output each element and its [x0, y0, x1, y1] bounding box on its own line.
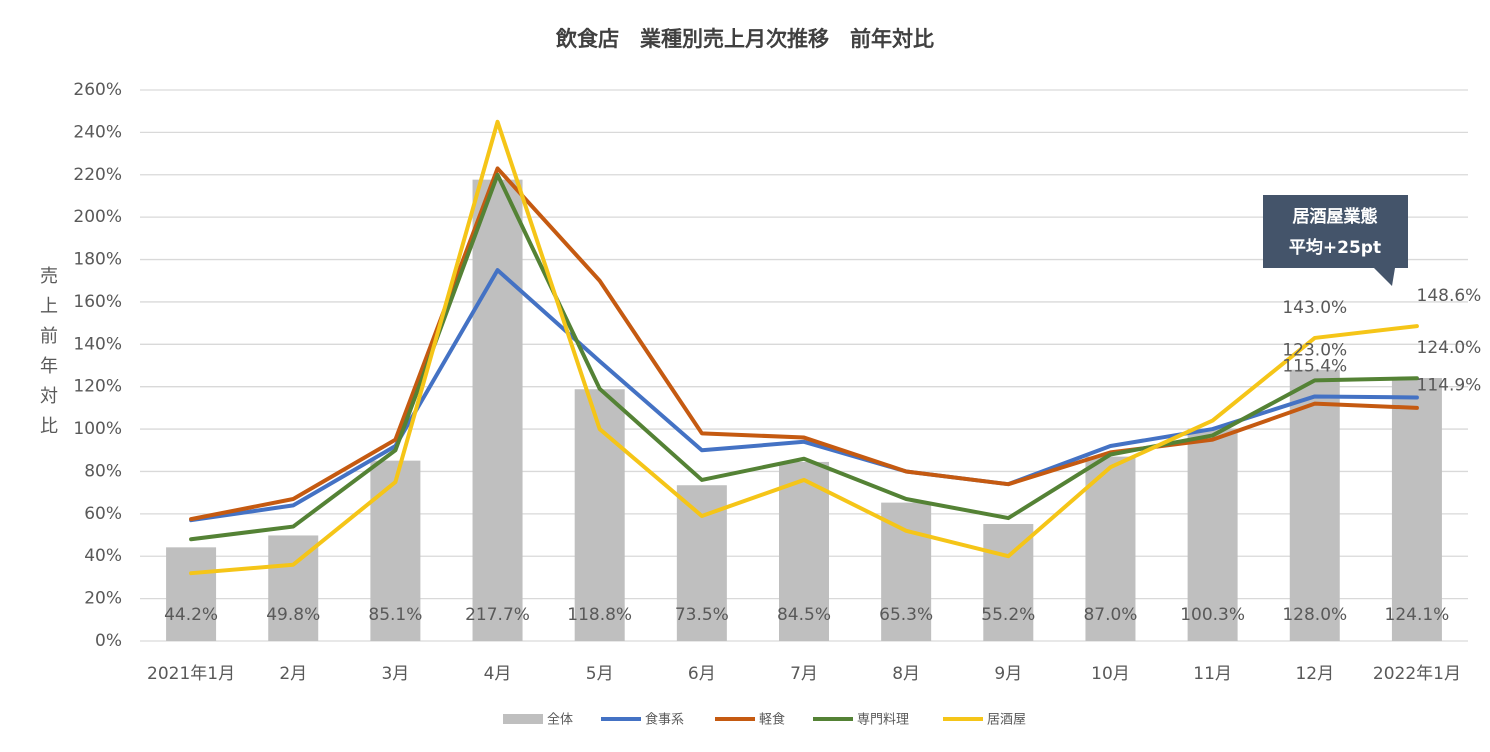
annotation-text: 居酒屋業態 [1293, 206, 1378, 227]
line-value-label: 148.6% [1417, 286, 1482, 306]
line-value-label: 123.0% [1282, 340, 1347, 360]
x-tick-label: 4月 [484, 664, 512, 684]
y-tick-label: 60% [84, 504, 122, 524]
line-series [189, 172, 1419, 542]
x-tick-label: 8月 [892, 664, 920, 684]
bar [1085, 456, 1136, 641]
legend-swatch [503, 714, 543, 724]
bar [472, 179, 523, 641]
bar-value-label: 128.0% [1282, 605, 1347, 625]
bar [1289, 369, 1340, 641]
x-tick-label: 6月 [688, 664, 716, 684]
legend-item: 全体 [503, 713, 573, 728]
bar-value-label: 124.1% [1385, 605, 1450, 625]
legend-item: 居酒屋 [943, 713, 1026, 728]
x-tick-label: 7月 [790, 664, 818, 684]
bar-value-label: 44.2% [164, 605, 218, 625]
annotation-box [1263, 195, 1408, 286]
bar [1391, 378, 1442, 641]
y-tick-label: 120% [73, 377, 122, 397]
y-tick-label: 20% [84, 589, 122, 609]
bar-value-label: 85.1% [368, 605, 422, 625]
line-series [189, 119, 1419, 576]
y-tick-label: 0% [95, 631, 122, 651]
legend-label: 軽食 [759, 713, 785, 728]
x-tick-label: 5月 [586, 664, 614, 684]
y-tick-label: 260% [73, 80, 122, 100]
y-tick-label: 240% [73, 122, 122, 142]
y-tick-label: 180% [73, 250, 122, 270]
bar [1187, 428, 1238, 641]
x-tick-label: 3月 [381, 664, 409, 684]
x-tick-label: 9月 [994, 664, 1022, 684]
bar [166, 547, 217, 641]
y-axis-label: 売上前年対比 [37, 266, 58, 446]
bar-value-label: 100.3% [1180, 605, 1245, 625]
bar-value-label: 84.5% [777, 605, 831, 625]
bar-value-label: 217.7% [465, 605, 530, 625]
bar-value-label: 87.0% [1083, 605, 1137, 625]
line-value-label: 143.0% [1282, 298, 1347, 318]
bar-value-label: 65.3% [879, 605, 933, 625]
legend-label: 全体 [547, 713, 573, 728]
y-tick-label: 160% [73, 292, 122, 312]
x-tick-label: 11月 [1193, 664, 1232, 684]
legend-item: 軽食 [715, 713, 785, 728]
y-tick-label: 200% [73, 207, 122, 227]
annotation-text: 平均+25pt [1289, 237, 1381, 258]
x-tick-label: 10月 [1091, 664, 1130, 684]
y-tick-label: 100% [73, 419, 122, 439]
bar [779, 461, 829, 641]
x-tick-label: 2月 [279, 664, 307, 684]
legend-label: 専門料理 [857, 713, 909, 728]
legend-label: 居酒屋 [987, 713, 1026, 728]
legend-item: 食事系 [601, 713, 684, 728]
y-tick-label: 80% [84, 461, 122, 481]
bar-value-label: 55.2% [981, 605, 1035, 625]
bar [881, 502, 932, 641]
bar [370, 460, 421, 641]
bar-value-label: 118.8% [567, 605, 632, 625]
x-tick-label: 2022年1月 [1373, 664, 1461, 684]
x-tick-label: 12月 [1295, 664, 1334, 684]
line-value-label: 124.0% [1417, 338, 1482, 358]
legend-label: 食事系 [645, 713, 684, 728]
line-value-label: 115.4% [1282, 356, 1347, 376]
x-tick-label: 2021年1月 [147, 664, 235, 684]
y-tick-label: 220% [73, 165, 122, 185]
chart-title: 飲食店 業種別売上月次推移 前年対比 [555, 27, 934, 51]
bar-value-label: 49.8% [266, 605, 320, 625]
line-value-label: 114.9% [1417, 376, 1482, 396]
line-series [189, 166, 1419, 522]
y-tick-label: 40% [84, 546, 122, 566]
legend-item: 専門料理 [813, 713, 909, 728]
bar-value-label: 73.5% [675, 605, 729, 625]
y-tick-label: 140% [73, 334, 122, 354]
